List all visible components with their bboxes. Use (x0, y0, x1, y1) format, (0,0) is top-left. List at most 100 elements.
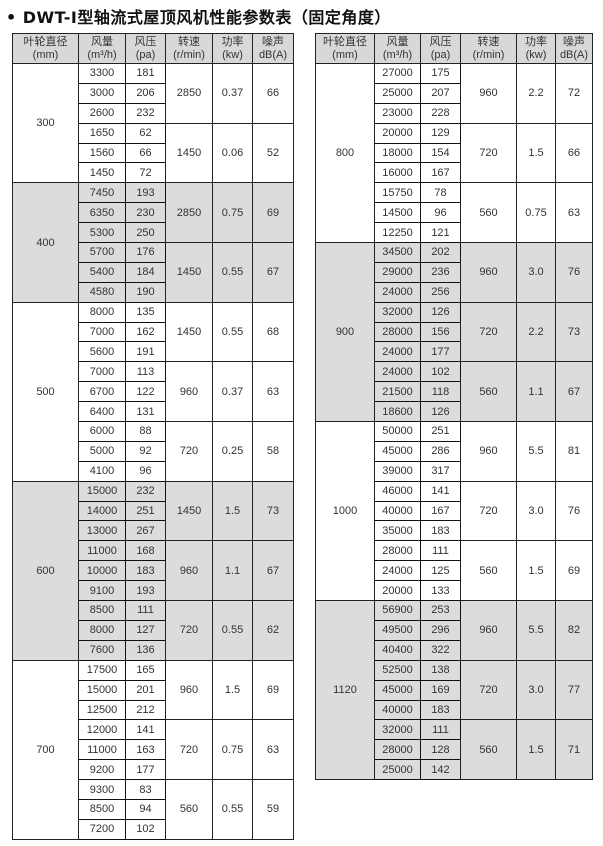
cell-airflow: 24000 (374, 281, 421, 303)
table-row: 11000 163 (13, 739, 294, 761)
cell-airflow: 5000 (78, 440, 126, 462)
table-row: 28000 128 (316, 739, 593, 761)
cell-pressure: 190 (125, 281, 166, 303)
cell-power: 0.37 (212, 361, 253, 423)
cell-airflow: 40400 (374, 639, 421, 661)
cell-noise: 52 (252, 122, 294, 184)
header-label: 功率 (221, 35, 244, 48)
cell-pressure: 125 (420, 560, 461, 582)
cell-airflow: 3000 (78, 82, 126, 104)
header-diameter: 叶轮直径 (mm) (12, 33, 79, 64)
cell-airflow: 8500 (78, 600, 126, 621)
cell-speed: 720 (460, 659, 517, 721)
cell-pressure: 201 (125, 679, 166, 701)
cell-power: 0.37 (212, 63, 253, 124)
cell-airflow: 29000 (374, 261, 421, 283)
cell-pressure: 142 (420, 759, 461, 781)
header-label: 叶轮直径 (323, 35, 367, 48)
header-unit: (mm) (32, 48, 59, 61)
cell-diameter: 1120 (315, 600, 375, 781)
table-row: 12000 141 720 0.75 63 (13, 719, 294, 781)
cell-noise: 63 (252, 719, 294, 781)
cell-airflow: 15000 (78, 480, 126, 502)
cell-speed: 560 (460, 540, 517, 602)
cell-pressure: 167 (420, 500, 461, 522)
table-row: 500 8000 135 1450 0.55 68 (12, 301, 294, 482)
cell-pressure: 230 (125, 202, 166, 224)
cell-pressure: 133 (420, 580, 461, 602)
cell-airflow: 14500 (374, 202, 421, 224)
cell-pressure: 253 (420, 600, 461, 621)
cell-airflow: 3300 (78, 63, 126, 84)
cell-pressure: 175 (420, 63, 461, 84)
cell-pressure: 163 (125, 739, 166, 761)
cell-pressure: 184 (125, 261, 166, 283)
cell-speed: 560 (460, 719, 517, 781)
header-label: 功率 (525, 35, 547, 48)
cell-airflow: 15000 (78, 679, 126, 701)
header-label: 风量 (91, 35, 113, 48)
cell-power: 0.55 (212, 600, 253, 661)
table-row: 25000 142 (316, 759, 593, 781)
table-row: 46000 141 720 3.0 76 (316, 480, 593, 542)
cell-airflow: 6350 (78, 202, 126, 224)
cell-noise: 63 (252, 361, 294, 423)
cell-airflow: 52500 (374, 659, 421, 681)
table-row: 1000 50000 251 960 5.5 81 (315, 421, 593, 602)
cell-speed: 720 (165, 600, 213, 661)
cell-airflow: 56900 (374, 600, 421, 621)
cell-noise: 71 (555, 719, 593, 781)
header-pressure: 风压 (pa) (125, 33, 166, 64)
header-label: 噪声 (563, 35, 585, 48)
cell-pressure: 177 (420, 341, 461, 363)
cell-pressure: 83 (125, 779, 166, 800)
cell-airflow: 4100 (78, 460, 126, 482)
table-row: 8500 111 720 0.55 62 (13, 600, 294, 661)
cell-airflow: 9300 (78, 779, 126, 800)
table-row: 11000 168 960 1.1 67 (13, 540, 294, 602)
cell-power: 0.75 (212, 182, 253, 244)
cell-airflow: 28000 (374, 321, 421, 343)
cell-airflow: 28000 (374, 739, 421, 761)
performance-table-left: 叶轮直径 (mm) 风量 (m³/h) 风压 (pa) 转速 (r/min) 功率 (kw) 噪声 d… (12, 33, 294, 840)
cell-diameter: 300 (12, 62, 79, 184)
cell-power: 2.2 (516, 63, 556, 124)
cell-power: 1.5 (516, 540, 556, 602)
table-row: 12500 212 (13, 699, 294, 721)
cell-airflow: 23000 (374, 102, 421, 124)
cell-speed: 960 (165, 659, 213, 721)
cell-power: 0.55 (212, 779, 253, 840)
table-row: 5600 191 (13, 341, 294, 363)
cell-pressure: 183 (125, 560, 166, 582)
header-unit: dB(A) (258, 48, 288, 61)
header-row: 叶轮直径 (mm) 风量 (m³/h) 风压 (pa) 转速 (r/min) 功率 (kw) 噪声 d… (12, 33, 294, 64)
cell-pressure: 141 (125, 719, 166, 741)
header-label: 风压 (134, 35, 157, 48)
cell-pressure: 94 (125, 798, 166, 820)
cell-airflow: 12500 (78, 699, 126, 721)
table-row: 40000 167 (316, 500, 593, 522)
header-unit: (kw) (525, 48, 547, 61)
table-row: 6400 131 (13, 401, 294, 423)
table-row: 9200 177 (13, 759, 294, 781)
cell-noise: 66 (555, 122, 593, 184)
header-unit: (pa) (135, 48, 156, 61)
cell-pressure: 121 (420, 222, 461, 244)
cell-pressure: 111 (420, 719, 461, 741)
cell-pressure: 78 (420, 182, 461, 204)
cell-airflow: 11000 (78, 540, 126, 562)
cell-pressure: 232 (125, 480, 166, 502)
header-unit: (r/min) (173, 48, 205, 61)
header-power: 功率 (kw) (212, 33, 253, 64)
cell-pressure: 193 (125, 580, 166, 602)
cell-speed: 560 (165, 779, 213, 840)
cell-airflow: 1450 (78, 162, 126, 184)
bullet-icon: • (6, 8, 17, 27)
table-row: 6350 230 (13, 202, 294, 224)
cell-airflow: 32000 (374, 301, 421, 323)
cell-power: 2.2 (516, 301, 556, 363)
cell-pressure: 127 (125, 619, 166, 641)
cell-airflow: 5600 (78, 341, 126, 363)
cell-airflow: 27000 (374, 63, 421, 84)
cell-pressure: 168 (125, 540, 166, 562)
